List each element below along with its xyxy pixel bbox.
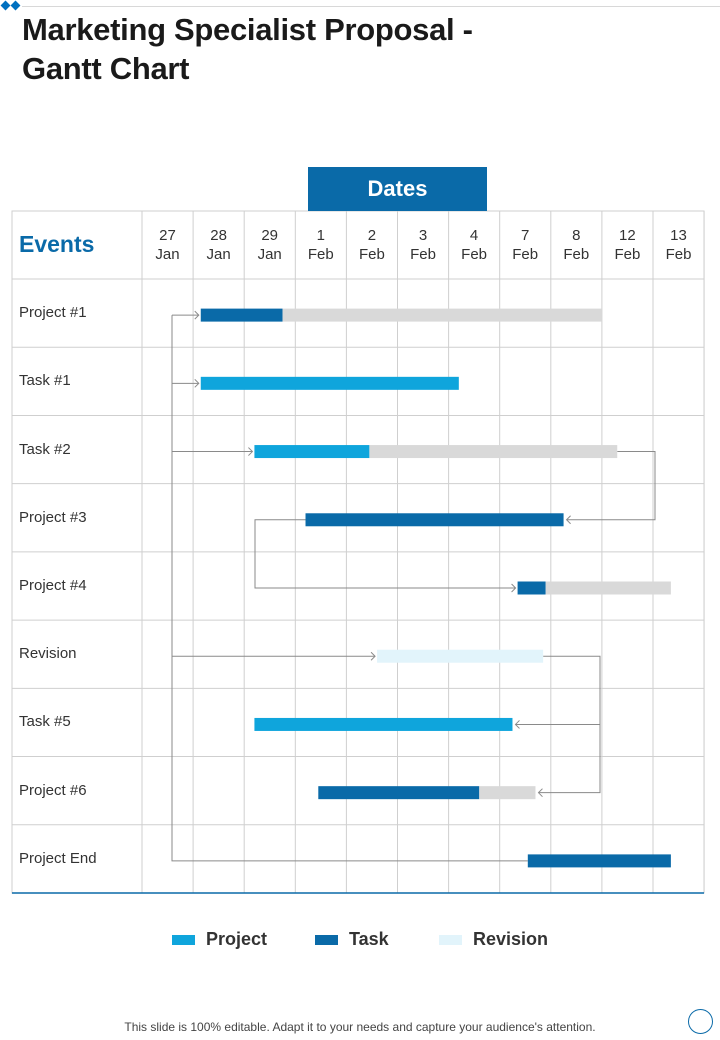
connector-arrow	[194, 310, 200, 320]
connector-arrow	[248, 447, 254, 456]
legend-swatch-revision	[439, 934, 462, 945]
event-label: Project End	[19, 849, 97, 867]
legend-item-task: Task	[315, 929, 389, 950]
gantt-chart	[11, 210, 705, 894]
date-tick-label: 27 Jan	[155, 227, 180, 263]
gantt-bar-task	[527, 854, 671, 868]
legend: Project Task Revision	[0, 929, 720, 953]
event-label: Task #1	[19, 372, 71, 390]
gantt-bar-remaining	[369, 445, 618, 459]
gantt-bar-remaining	[545, 581, 671, 595]
gantt-bar-project	[254, 717, 513, 731]
date-tick-label: 3 Feb	[410, 227, 436, 263]
gantt-bar-task	[517, 581, 546, 595]
event-label: Project #1	[19, 304, 87, 322]
gantt-bar-revision	[377, 649, 544, 663]
date-tick-label: 28 Jan	[206, 227, 231, 263]
legend-swatch-project	[172, 934, 195, 945]
footer-note: This slide is 100% editable. Adapt it to…	[124, 1020, 596, 1034]
gantt-bar-task	[305, 513, 564, 527]
gantt-bar-remaining	[282, 308, 602, 322]
top-rule	[22, 6, 720, 7]
event-label: Project #4	[19, 577, 87, 594]
legend-label-task: Task	[349, 929, 389, 949]
date-tick-label: 2 Feb	[358, 227, 385, 263]
gantt-bar-project	[254, 445, 370, 459]
connector-arrow	[370, 651, 376, 661]
event-label: Project #3	[19, 508, 87, 526]
connector-arrow	[511, 583, 517, 593]
legend-item-project: Project	[172, 929, 267, 950]
legend-label-revision: Revision	[473, 929, 549, 949]
date-tick-label: 12 Feb	[614, 227, 641, 263]
gantt-bar-task	[200, 308, 283, 322]
legend-label-project: Project	[206, 929, 268, 949]
date-tick-label: 4 Feb	[461, 227, 488, 263]
events-header: Events	[19, 231, 95, 257]
connector-line	[254, 519, 516, 589]
date-tick-label: 8 Feb	[563, 227, 590, 263]
legend-swatch-task	[315, 934, 338, 945]
date-tick-label: 13 Feb	[665, 227, 692, 263]
gantt-bar-task	[318, 786, 480, 800]
legend-item-revision: Revision	[439, 929, 548, 950]
circle-icon	[688, 1009, 713, 1034]
page-title: Marketing Specialist Proposal - Gantt Ch…	[22, 12, 473, 86]
event-label: Task #2	[19, 440, 71, 458]
connector-arrow	[537, 788, 543, 798]
date-tick-label: 1 Feb	[307, 227, 334, 263]
event-label: Revision	[19, 645, 77, 663]
connector-spine	[171, 315, 528, 862]
date-tick-label: 7 Feb	[512, 227, 539, 263]
event-label: Task #5	[19, 713, 71, 731]
connector-arrow	[565, 515, 571, 525]
gantt-bar-project	[200, 376, 459, 390]
dates-header: Dates	[308, 167, 487, 211]
date-tick-label: 29 Jan	[257, 227, 282, 263]
connector-arrow	[194, 378, 200, 388]
gantt-bar-remaining	[479, 786, 536, 800]
connector-arrow	[514, 720, 520, 729]
connector-line	[566, 451, 656, 521]
event-label: Project #6	[19, 781, 87, 799]
